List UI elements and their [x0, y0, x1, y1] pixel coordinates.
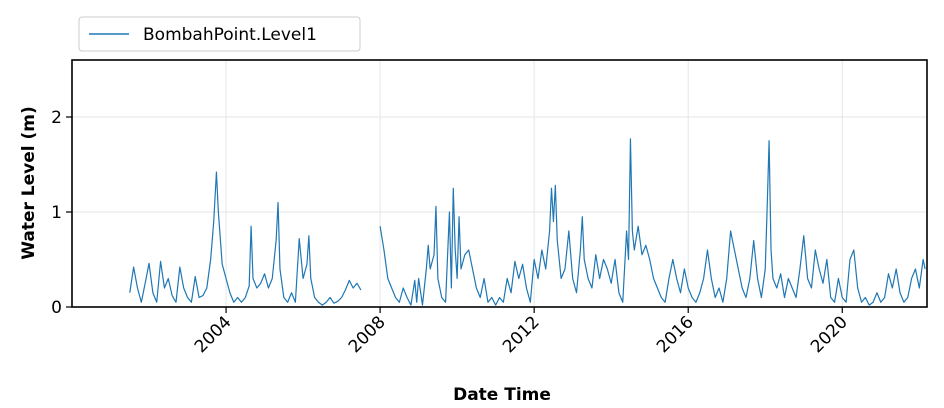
- x-axis: 2004 2008 2012 2016 2020: [191, 307, 852, 357]
- legend-label: BombahPoint.Level1: [143, 25, 317, 45]
- grid: [72, 60, 927, 308]
- y-tick-label: 0: [51, 298, 62, 318]
- series-line: [129, 171, 362, 306]
- x-axis-title: Date Time: [453, 385, 551, 405]
- legend: BombahPoint.Level1: [78, 16, 361, 52]
- y-axis: 0 1 2: [51, 108, 72, 318]
- x-tick-label: 2012: [499, 312, 544, 357]
- plot-frame: [71, 59, 928, 308]
- y-tick-label: 1: [51, 203, 62, 223]
- x-tick-label: 2008: [345, 312, 390, 357]
- series-line: [379, 138, 926, 306]
- y-axis-title: Water Level (m): [19, 106, 39, 260]
- x-tick-label: 2016: [653, 312, 698, 357]
- legend-box: [78, 16, 361, 52]
- y-tick-label: 2: [51, 108, 62, 128]
- series-layer: [129, 138, 926, 306]
- x-tick-label: 2020: [807, 312, 852, 357]
- x-tick-label: 2004: [191, 312, 236, 357]
